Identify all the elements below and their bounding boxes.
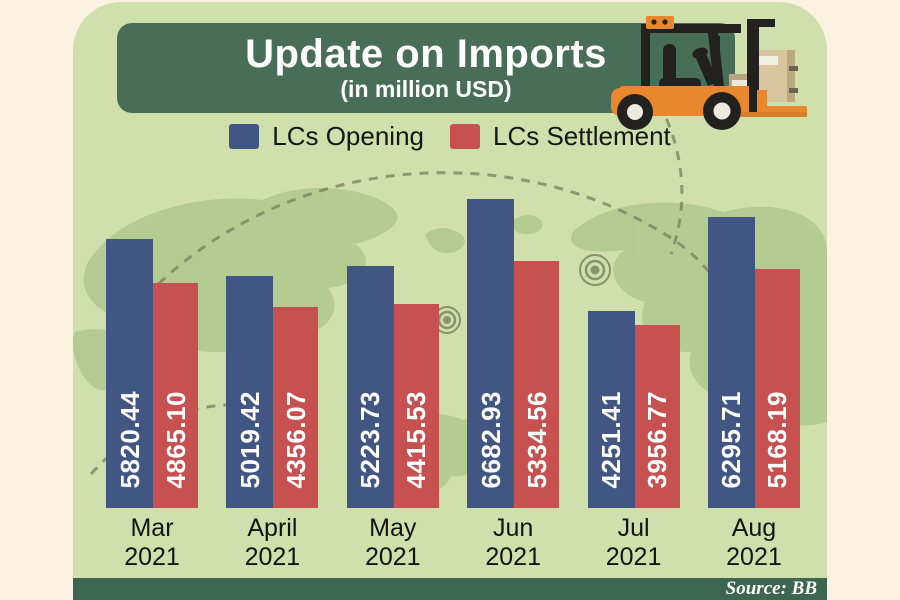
bar-value-label: 5019.42 <box>234 390 265 488</box>
bar-group-jun-2021: 6682.93 5334.56 Jun 2021 <box>466 198 560 572</box>
infographic-panel: Update on Imports (in million USD) <box>73 2 827 600</box>
category-label-jul-2021: Jul 2021 <box>605 514 662 571</box>
category-label-jun-2021: Jun 2021 <box>485 514 541 571</box>
bars-jun-2021: 6682.93 5334.56 <box>467 198 560 508</box>
forklift-fork-shadow <box>723 112 807 117</box>
forklift-icon <box>611 16 807 130</box>
bar-opening-jun-2021: 6682.93 <box>467 199 515 508</box>
page-subtitle: (in million USD) <box>340 76 512 103</box>
category-label-aug-2021: Aug 2021 <box>726 514 782 571</box>
bar-settlement-jul-2021: 3956.77 <box>634 325 680 508</box>
bar-value-label: 5820.44 <box>114 390 145 488</box>
bar-group-aug-2021: 6295.71 5168.19 Aug 2021 <box>707 198 801 572</box>
bar-groups: 5820.44 4865.10 Mar 2021 5019.42 4356.07 April… <box>105 198 801 572</box>
bar-chart: 5820.44 4865.10 Mar 2021 5019.42 4356.07 April… <box>105 198 801 572</box>
map-location-marker-1 <box>579 254 611 286</box>
bar-settlement-mar-2021: 4865.10 <box>153 283 198 508</box>
bar-group-may-2021: 5223.73 4415.53 May 2021 <box>346 198 440 572</box>
category-label-mar-2021: Mar 2021 <box>124 514 180 571</box>
bar-value-label: 4251.41 <box>596 390 627 488</box>
bar-value-label: 6295.71 <box>716 390 747 488</box>
forklift-mast <box>747 19 775 114</box>
legend-label-opening: LCs Opening <box>272 121 424 151</box>
bar-value-label: 5334.56 <box>521 390 552 488</box>
bar-value-label: 5168.19 <box>762 390 793 488</box>
bar-value-label: 4356.07 <box>280 390 311 488</box>
map-location-marker-2 <box>433 306 461 334</box>
map-dashed-route-main <box>111 171 749 473</box>
bar-settlement-aug-2021: 5168.19 <box>754 269 800 508</box>
bar-settlement-jun-2021: 5334.56 <box>514 261 560 508</box>
bar-value-label: 4415.53 <box>401 390 432 488</box>
bar-value-label: 5223.73 <box>355 390 386 488</box>
bars-april-2021: 5019.42 4356.07 <box>226 198 319 508</box>
source-bar: Source: BB <box>73 578 827 600</box>
bar-opening-mar-2021: 5820.44 <box>106 239 153 508</box>
bar-value-label: 4865.10 <box>160 390 191 488</box>
bar-value-label: 6682.93 <box>475 390 506 488</box>
bar-opening-april-2021: 5019.42 <box>226 276 274 508</box>
category-label-may-2021: May 2021 <box>364 514 421 571</box>
bars-mar-2021: 5820.44 4865.10 <box>106 198 198 508</box>
source-text: Source: BB <box>725 578 817 599</box>
page-title: Update on Imports <box>245 31 607 76</box>
map-dashed-route-right-top <box>631 59 684 255</box>
bar-group-mar-2021: 5820.44 4865.10 Mar 2021 <box>105 198 199 572</box>
bar-opening-may-2021: 5223.73 <box>346 266 394 508</box>
legend-swatch-opening <box>229 124 260 149</box>
map-island-3 <box>512 215 543 235</box>
legend-swatch-settlement <box>450 124 480 149</box>
category-label-april-2021: April 2021 <box>244 514 301 571</box>
legend-item-lcs-opening: LCs Opening <box>229 121 424 152</box>
bar-group-jul-2021: 4251.41 3956.77 Jul 2021 <box>587 198 681 572</box>
forklift-cab-frame <box>641 24 741 96</box>
bar-opening-jul-2021: 4251.41 <box>587 311 635 508</box>
bar-opening-aug-2021: 6295.71 <box>707 217 755 508</box>
bar-settlement-april-2021: 4356.07 <box>273 307 319 508</box>
forklift-light-bar <box>646 16 674 29</box>
forklift-wheels <box>617 92 741 130</box>
bar-settlement-may-2021: 4415.53 <box>393 304 439 508</box>
bars-may-2021: 5223.73 4415.53 <box>346 198 439 508</box>
bar-value-label: 3956.77 <box>642 390 673 488</box>
map-island-1 <box>425 228 465 254</box>
bars-aug-2021: 6295.71 5168.19 <box>707 198 800 508</box>
bar-group-april-2021: 5019.42 4356.07 April 2021 <box>225 198 319 572</box>
bars-jul-2021: 4251.41 3956.77 <box>587 198 680 508</box>
